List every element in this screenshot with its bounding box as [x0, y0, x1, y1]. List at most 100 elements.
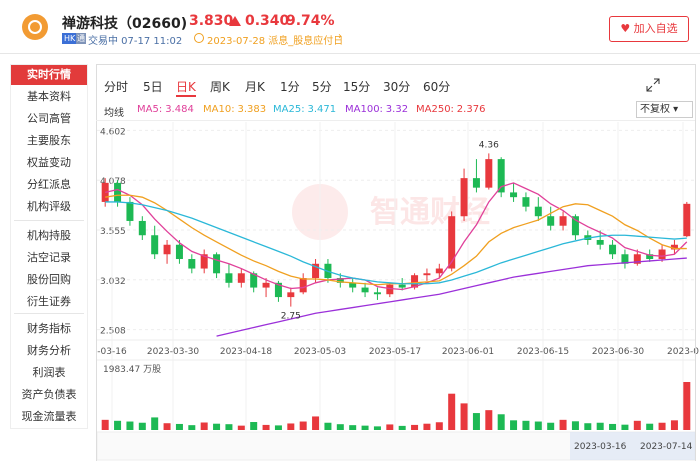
candle-body	[497, 159, 505, 193]
candle-body	[361, 287, 369, 293]
ma-name: MA10:	[203, 104, 235, 115]
ma-name: MA25:	[273, 104, 305, 115]
candle-body	[596, 239, 604, 245]
volume-bar	[138, 422, 146, 430]
volume-bar	[609, 423, 617, 430]
nav-item[interactable]: 资产负债表	[21, 388, 77, 401]
stock-name: 禅游科技（02660)	[62, 16, 188, 32]
candle-body	[646, 254, 654, 260]
tab[interactable]: 15分	[343, 80, 371, 94]
volume-bar	[547, 422, 555, 430]
tab[interactable]: 分时	[104, 80, 129, 94]
x-tick-label: 2023-0	[667, 347, 699, 357]
range-end: 2023-07-14	[640, 442, 693, 452]
candle-body	[485, 159, 493, 188]
y-tick-label: 3.032	[100, 277, 126, 287]
nav-item[interactable]: 财务分析	[27, 344, 71, 357]
nav-item[interactable]: 机构持股	[27, 229, 71, 242]
tab[interactable]: 5日	[143, 80, 163, 94]
nav-item[interactable]: 现金流量表	[21, 410, 77, 423]
watch-button[interactable]: ♥ 加入自选	[609, 16, 689, 42]
volume-bar	[472, 413, 480, 430]
candle-body	[386, 284, 394, 295]
nav-item[interactable]: 分红派息	[27, 178, 71, 191]
nav-item[interactable]: 沽空记录	[27, 251, 71, 264]
candle-body	[138, 220, 146, 236]
candle-body	[237, 273, 245, 283]
dividend-event[interactable]: 2023-07-28 派息_股息应付日	[207, 36, 344, 47]
volume-bar	[497, 414, 505, 430]
low-mark: 2.75	[281, 312, 301, 322]
nav-item[interactable]: 股份回购	[27, 273, 71, 286]
tab[interactable]: 5分	[312, 80, 332, 94]
tab-underline	[176, 95, 196, 97]
ma-name: MA5:	[137, 104, 163, 115]
ma-value: 3.32	[385, 104, 409, 115]
candle-body	[336, 278, 344, 283]
volume-label: 1983.47 万股	[103, 364, 161, 375]
volume-bar	[670, 420, 678, 430]
adjust-select[interactable]: 不复权 ▾	[636, 101, 693, 118]
tab[interactable]: 周K	[210, 80, 230, 94]
candle-body	[398, 284, 406, 288]
x-tick-label: 2023-05-03	[294, 347, 346, 357]
volume-bar	[312, 416, 320, 430]
candle-body	[175, 244, 183, 260]
tab[interactable]: 月K	[245, 80, 265, 94]
nav-item[interactable]: 基本资料	[27, 90, 71, 103]
nav-item[interactable]: 主要股东	[27, 134, 71, 147]
candle-body	[274, 282, 282, 298]
change-pct: 9.74%	[286, 13, 335, 29]
nav-item[interactable]: 衍生证券	[27, 295, 71, 308]
volume-bar	[460, 403, 468, 430]
volume-bar	[349, 425, 357, 430]
volume-bar	[175, 423, 183, 430]
volume-bar	[559, 419, 567, 430]
candle-body	[633, 254, 641, 264]
candle-body	[683, 203, 691, 237]
tab[interactable]: 60分	[423, 80, 451, 94]
expand-icon[interactable]	[646, 78, 660, 92]
volume-bar	[114, 420, 122, 430]
volume-bar	[262, 424, 270, 430]
candle-body	[571, 216, 579, 236]
x-tick-label: 2023-06-01	[442, 347, 494, 357]
candle-body	[225, 273, 233, 283]
volume-bar	[188, 425, 196, 430]
volume-bar	[324, 422, 332, 430]
volume-bar	[237, 425, 245, 430]
y-tick-label: 2.508	[100, 327, 126, 337]
nav-item[interactable]: 财务指标	[27, 322, 71, 335]
volume-bar	[584, 423, 592, 430]
candle-body	[200, 254, 208, 269]
candle-body	[163, 244, 171, 255]
volume-bar	[510, 420, 518, 430]
watch-label: 加入自选	[633, 22, 678, 35]
logo	[22, 14, 48, 40]
x-tick-label: 2023-06-30	[592, 347, 645, 357]
nav-item[interactable]: 权益变动	[27, 156, 71, 169]
volume-bar	[126, 421, 134, 430]
x-tick-label: 2023-06-15	[517, 347, 569, 357]
nav-item[interactable]: 机构评级	[27, 200, 71, 213]
candle-body	[609, 244, 617, 255]
tab[interactable]: 30分	[383, 80, 411, 94]
candle-body	[547, 216, 555, 226]
candle-body	[472, 178, 480, 188]
divider	[0, 53, 700, 54]
tab[interactable]: 日K	[176, 80, 196, 94]
candle-body	[188, 259, 196, 269]
candle-body	[114, 182, 122, 202]
nav-item[interactable]: 公司高管	[27, 112, 71, 125]
y-tick-label: 4.602	[100, 127, 126, 137]
ma-line	[216, 257, 687, 337]
volume-bar	[534, 421, 542, 430]
nav-item[interactable]: 利润表	[32, 366, 66, 379]
nav-item[interactable]: 实时行情	[10, 64, 88, 85]
tab[interactable]: 1分	[280, 80, 300, 94]
x-tick-label: 2023-03-30	[147, 347, 200, 357]
volume-bar	[274, 425, 282, 430]
clock-icon	[194, 33, 204, 43]
volume-bar	[151, 417, 159, 430]
